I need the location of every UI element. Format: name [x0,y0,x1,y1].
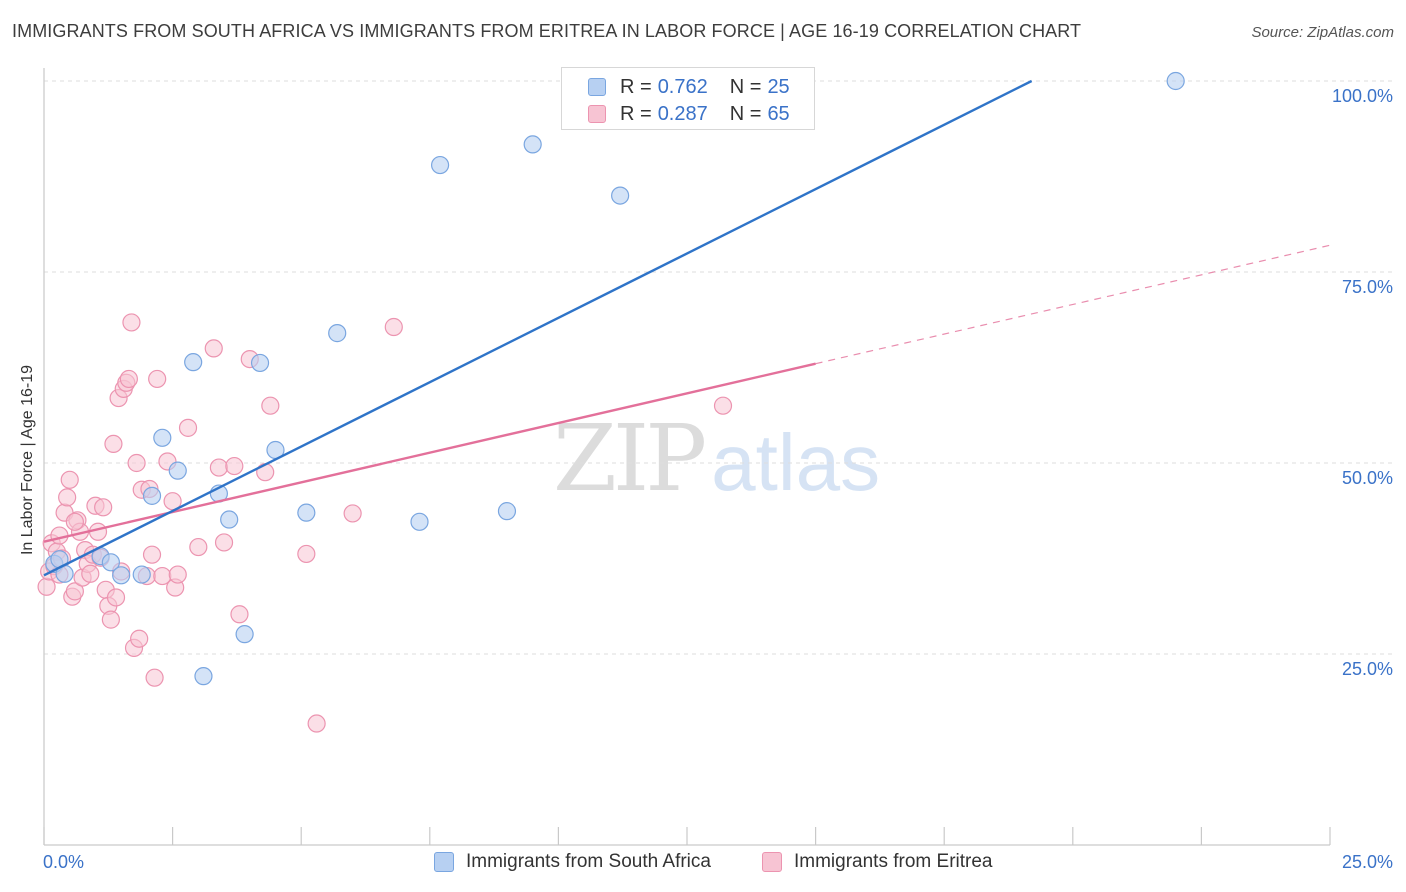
y-axis-label: In Labor Force | Age 16-19 [19,364,36,556]
x-tick-label-max: 25.0% [1341,852,1393,872]
legend-n-label: N = [729,75,762,98]
data-point-south-africa [497,502,517,521]
data-point-south-africa [430,155,450,175]
legend-item-south-africa: Immigrants from South Africa [434,851,711,873]
data-point-eritrea [60,470,79,489]
data-point-eritrea [122,313,141,332]
data-point-south-africa [297,503,316,522]
data-point-eritrea [713,396,733,415]
stats-legend: R = 0.762 N = 25 R = 0.287 N = 65 [561,67,815,130]
legend-r-value: 0.287 [657,102,708,125]
data-point-eritrea [384,317,403,337]
data-point-eritrea [130,629,149,648]
legend-label-south-africa: Immigrants from South Africa [466,851,711,872]
data-point-eritrea [65,582,84,601]
data-point-eritrea [127,453,146,473]
data-point-eritrea [101,610,120,629]
data-point-eritrea [261,396,280,415]
data-point-eritrea [94,498,113,517]
y-tick-label-100: 100.0% [1331,86,1393,106]
data-point-south-africa [132,565,151,584]
legend-row-eritrea: R = 0.287 N = 65 [588,102,790,126]
data-point-south-africa [611,186,630,205]
data-point-south-africa [410,512,429,531]
trend-line-south-africa [43,79,1033,577]
data-point-eritrea [209,458,228,477]
data-point-south-africa [220,510,239,529]
data-point-south-africa [142,486,162,505]
legend-n-value: 25 [767,75,790,98]
data-point-eritrea [189,537,208,557]
chart-title: IMMIGRANTS FROM SOUTH AFRICA VS IMMIGRAN… [12,21,1082,41]
legend-n-label: N = [729,102,762,125]
legend-swatch-pink [762,852,782,872]
data-point-eritrea [214,533,234,552]
data-point-south-africa [184,353,203,372]
source-credit: Source: ZipAtlas.com [1251,24,1394,41]
legend-swatch-blue [588,78,606,96]
data-point-south-africa [194,667,213,686]
y-tick-label-75: 75.0% [1341,277,1393,297]
data-point-south-africa [523,135,542,154]
data-point-eritrea [256,463,275,482]
data-point-eritrea [58,488,77,507]
data-point-eritrea [307,714,326,733]
legend-r-label: R = [620,75,652,98]
data-point-eritrea [168,565,187,584]
data-point-eritrea [204,339,223,358]
legend-n-value: 65 [767,102,790,125]
x-tick-label-min: 0.0% [43,852,85,872]
data-point-south-africa [250,353,270,373]
data-point-south-africa [168,461,187,480]
data-point-eritrea [225,456,244,476]
data-point-eritrea [145,668,164,687]
legend-r-value: 0.762 [657,75,708,98]
data-point-eritrea [119,369,138,389]
legend-swatch-blue [434,852,454,872]
data-point-eritrea [148,369,167,389]
trend-line-eritrea-extension [815,244,1331,365]
legend-swatch-pink [588,105,606,123]
data-point-eritrea [297,544,316,564]
data-point-south-africa [101,553,120,572]
data-point-eritrea [37,577,56,596]
data-point-south-africa [328,324,347,343]
data-point-eritrea [178,418,198,437]
legend-r-label: R = [620,102,652,125]
data-point-eritrea [106,588,126,607]
data-point-eritrea [104,434,123,453]
data-point-eritrea [343,504,362,523]
data-point-eritrea [142,545,162,564]
data-point-south-africa [235,625,254,644]
legend-label-eritrea: Immigrants from Eritrea [794,851,993,872]
trend-line-eritrea [43,362,816,543]
legend-row-south-africa: R = 0.762 N = 25 [588,75,790,99]
y-tick-label-25: 25.0% [1341,659,1393,679]
data-point-south-africa [1166,71,1185,91]
data-point-eritrea [81,564,100,583]
data-point-eritrea [230,605,249,624]
data-point-south-africa [153,428,172,447]
data-point-eritrea [65,512,84,531]
y-tick-label-50: 50.0% [1341,468,1393,488]
legend-item-eritrea: Immigrants from Eritrea [762,851,992,873]
data-point-south-africa [112,566,131,585]
